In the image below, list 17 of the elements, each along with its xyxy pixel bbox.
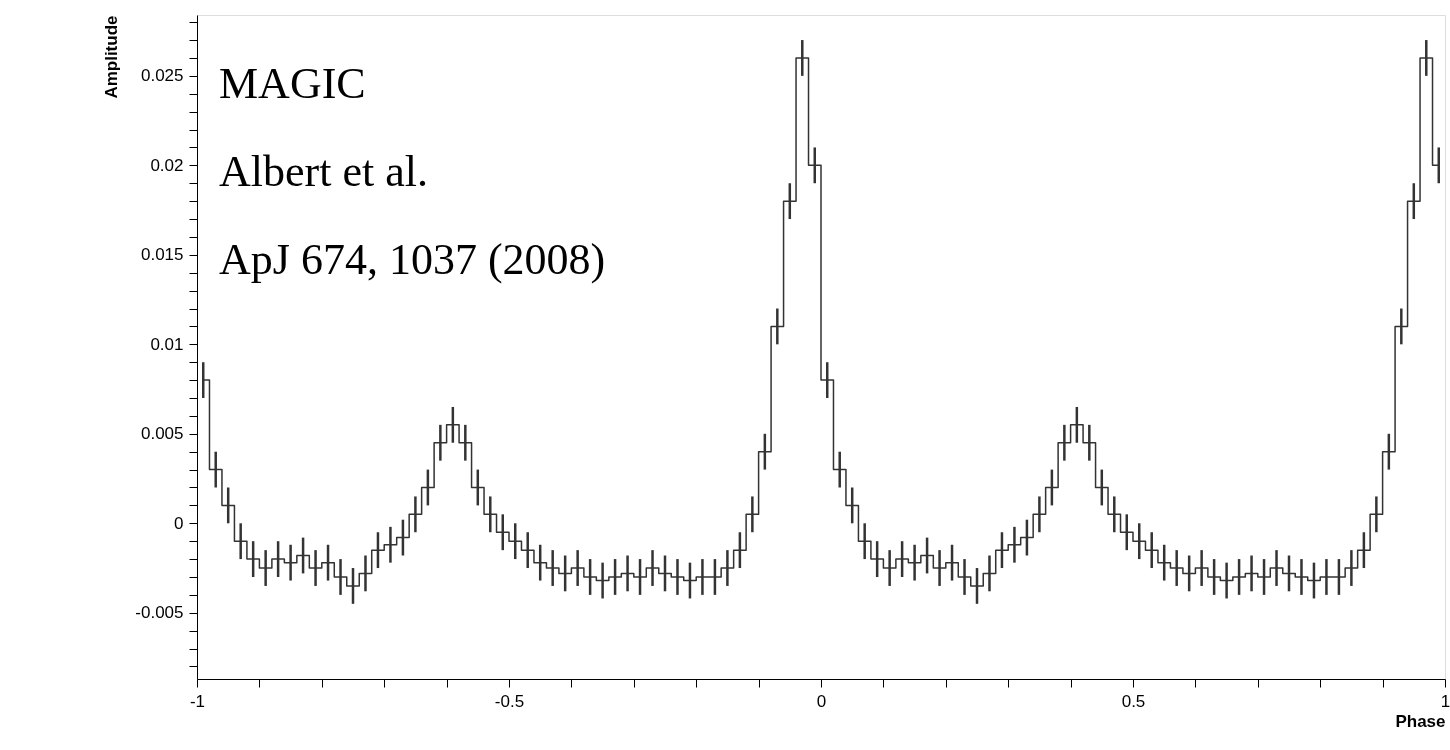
y-tick-label: -0.005 <box>135 603 184 623</box>
y-axis-title: Amplitude <box>102 15 122 99</box>
annotation: ApJ 674, 1037 (2008) <box>219 235 606 284</box>
x-tick-label: -0.5 <box>494 691 525 711</box>
x-axis-title: Phase <box>1395 711 1446 731</box>
y-tick-label: 0.025 <box>140 66 184 86</box>
y-tick-label: 0.02 <box>150 155 184 175</box>
x-tick-label: -1 <box>189 691 206 711</box>
annotation: Albert et al. <box>219 147 428 196</box>
y-tick-label: 0 <box>174 513 184 533</box>
y-tick-label: 0.015 <box>140 245 184 265</box>
y-tick-label: 0.01 <box>150 334 184 354</box>
x-tick-label: 0.5 <box>1121 691 1146 711</box>
x-tick-label: 0 <box>816 691 827 711</box>
annotation: MAGIC <box>219 59 366 108</box>
x-tick-label: 1 <box>1440 691 1450 711</box>
y-tick-label: 0.005 <box>140 424 184 444</box>
